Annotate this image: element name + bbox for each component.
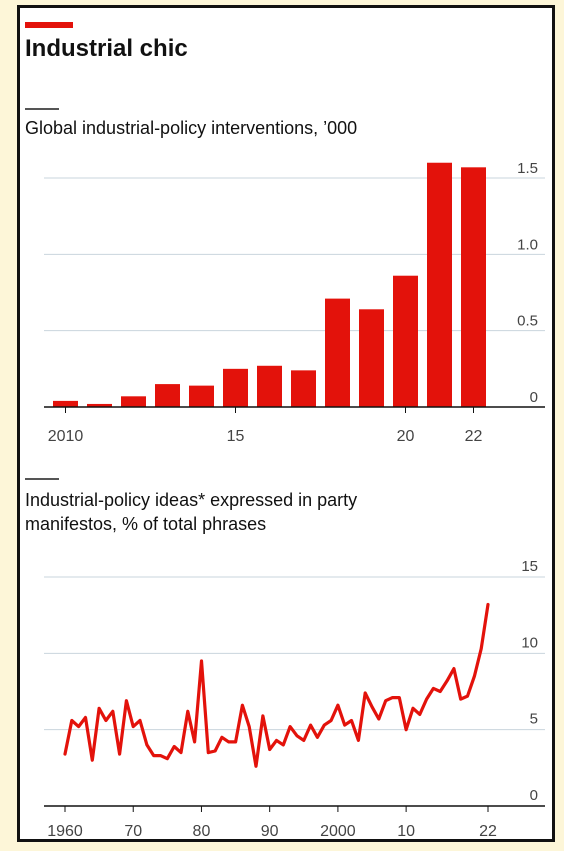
line-x-tick-label: 70	[124, 823, 142, 840]
bar-x-tick-label: 22	[465, 428, 483, 445]
bar-2019	[359, 309, 384, 407]
bar-2022	[461, 167, 486, 407]
bar-y-tick-label: 1.5	[517, 160, 538, 177]
bar-x-tick-label: 15	[227, 428, 245, 445]
line-series	[63, 602, 490, 768]
bar-2011	[87, 403, 112, 407]
line-chart: 0 5 10 15 1960 70 80 90 2000 10 22	[44, 558, 545, 840]
bar-2014	[189, 385, 214, 407]
bar-x-tick-label: 2010	[48, 428, 84, 445]
line-chart-title: Industrial-policy ideas* expressed in pa…	[25, 490, 358, 534]
bar-2020	[393, 275, 418, 407]
bar-2021	[427, 162, 452, 407]
chart-card	[17, 5, 555, 842]
line-x-tick-label: 22	[479, 823, 497, 840]
line-panel-rule	[25, 478, 59, 480]
bar-y-tick-label: 0	[530, 389, 538, 406]
bar-y-tick-label: 1.0	[517, 236, 538, 253]
bar-chart-title: Global industrial-policy interventions, …	[25, 118, 358, 138]
bar-2016	[257, 365, 282, 407]
line-x-tick-label: 90	[261, 823, 279, 840]
line-y-tick-label: 10	[521, 634, 538, 651]
bar-2013	[155, 384, 180, 407]
bar-2012	[121, 396, 146, 407]
line-x-tick-label: 80	[193, 823, 211, 840]
line-y-tick-label: 0	[530, 787, 538, 804]
bar-x-tick-label: 20	[397, 428, 415, 445]
bar-y-tick-label: 0.5	[517, 313, 538, 330]
bar-2018	[325, 298, 350, 407]
bar-chart: 0 0.5 1.0 1.5 2010 15 20 22	[44, 160, 545, 445]
line-x-tick-label: 2000	[320, 823, 356, 840]
bar-2010	[53, 400, 78, 407]
bar-2017	[291, 370, 316, 407]
line-x-tick-label: 1960	[47, 823, 83, 840]
line-y-tick-label: 15	[521, 558, 538, 575]
line-x-tick-label: 10	[397, 823, 415, 840]
brand-accent-bar	[25, 22, 73, 28]
bar-panel-rule	[25, 108, 59, 110]
page-title: Industrial chic	[25, 35, 188, 62]
bar-2015	[223, 368, 248, 407]
line-y-tick-label: 5	[530, 711, 538, 728]
